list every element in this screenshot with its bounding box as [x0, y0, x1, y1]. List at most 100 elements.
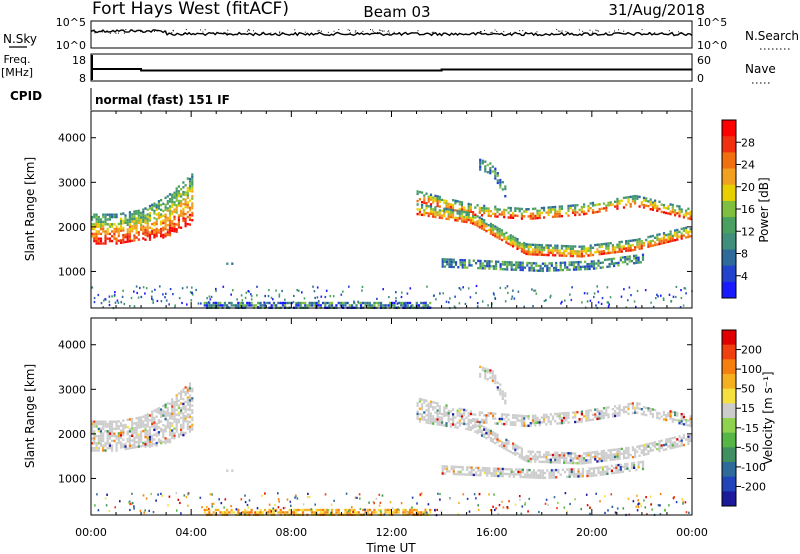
noise-cell [325, 289, 328, 292]
noise-cell [668, 293, 671, 296]
echo-cell [348, 508, 351, 512]
echo-cell [501, 395, 504, 398]
echo-cell [505, 413, 508, 416]
echo-cell [153, 438, 156, 441]
echo-cell [422, 301, 425, 305]
noise-cell [382, 288, 384, 291]
noise-cell [635, 505, 637, 508]
noise-cell [538, 510, 540, 514]
echo-cell [512, 470, 515, 474]
nsearch-point [172, 30, 174, 32]
echo-cell [676, 414, 679, 417]
beam-title: Beam 03 [363, 3, 430, 21]
echo-cell [186, 422, 189, 426]
echo-cell [568, 468, 571, 471]
echo-cell [560, 244, 563, 248]
echo-cell [665, 448, 668, 451]
echo-cell [529, 253, 532, 256]
noise-cell [218, 498, 220, 501]
noise-cell [409, 512, 411, 515]
echo-cell [671, 237, 674, 240]
noise-cell [186, 493, 189, 496]
echo-cell [589, 456, 592, 459]
echo-cell [477, 473, 480, 477]
noise-cell [91, 286, 94, 289]
echo-cell [182, 433, 185, 437]
echo-cell [685, 421, 688, 424]
echo-cell [546, 469, 549, 472]
echo-cell [465, 409, 468, 412]
echo-cell [436, 200, 439, 203]
echo-cell [418, 213, 421, 216]
echo-cell [188, 216, 192, 219]
echo-cell [438, 200, 441, 203]
echo-cell [494, 167, 497, 170]
echo-cell [228, 301, 231, 305]
noise-cell [130, 296, 133, 300]
echo-cell [140, 440, 143, 443]
noise-cell [623, 288, 625, 291]
echo-cell [504, 392, 507, 395]
echo-cell [362, 301, 365, 305]
nsearch-point [578, 29, 580, 31]
echo-cell [547, 208, 550, 212]
echo-cell [618, 409, 621, 412]
echo-cell [485, 432, 488, 435]
echo-cell [678, 422, 681, 425]
colorbar-tick-label: 20 [741, 181, 755, 194]
echo-cell [164, 413, 167, 416]
echo-cell [576, 457, 579, 460]
echo-cell [505, 208, 508, 212]
echo-cell [449, 410, 452, 413]
echo-cell [592, 260, 596, 263]
echo-cell [678, 444, 681, 448]
echo-cell [647, 407, 650, 410]
echo-cell [569, 204, 572, 207]
echo-cell [487, 414, 490, 417]
echo-cell [585, 452, 588, 455]
echo-cell [137, 221, 140, 224]
noise-cell [152, 299, 154, 302]
echo-cell [479, 165, 482, 169]
echo-cell [472, 413, 475, 416]
echo-cell [113, 432, 116, 435]
echo-cell [443, 467, 446, 470]
echo-cell [678, 205, 681, 208]
echo-cell [602, 207, 606, 210]
echo-cell [186, 396, 189, 399]
echo-cell [638, 247, 641, 250]
echo-cell [133, 234, 136, 237]
echo-cell [530, 269, 533, 272]
echo-cell [660, 415, 663, 418]
echo-cell [313, 304, 316, 307]
echo-cell [569, 454, 572, 457]
echo-cell [512, 421, 515, 424]
echo-cell [578, 457, 581, 460]
nsearch-point [514, 31, 516, 33]
echo-cell [669, 447, 672, 450]
echo-cell [514, 209, 517, 212]
echo-cell [635, 254, 638, 257]
echo-cell [418, 397, 421, 401]
echo-cell [122, 229, 125, 232]
echo-cell [538, 243, 541, 247]
echo-cell [434, 420, 437, 423]
echo-cell [497, 467, 500, 470]
echo-cell [507, 418, 510, 421]
echo-cell [547, 453, 550, 457]
echo-cell [640, 408, 643, 411]
echo-cell [596, 203, 599, 206]
echo-cell [205, 301, 209, 305]
noise-cell [140, 295, 143, 299]
echo-cell [337, 511, 340, 514]
echo-cell [427, 212, 430, 215]
echo-cell [171, 422, 174, 425]
echo-cell [117, 427, 120, 430]
echo-cell [637, 256, 640, 259]
noise-cell [411, 496, 414, 499]
echo-cell [607, 449, 610, 452]
echo-cell [151, 227, 154, 231]
echo-cell [600, 245, 603, 248]
echo-cell [420, 511, 423, 514]
echo-cell [535, 264, 538, 267]
